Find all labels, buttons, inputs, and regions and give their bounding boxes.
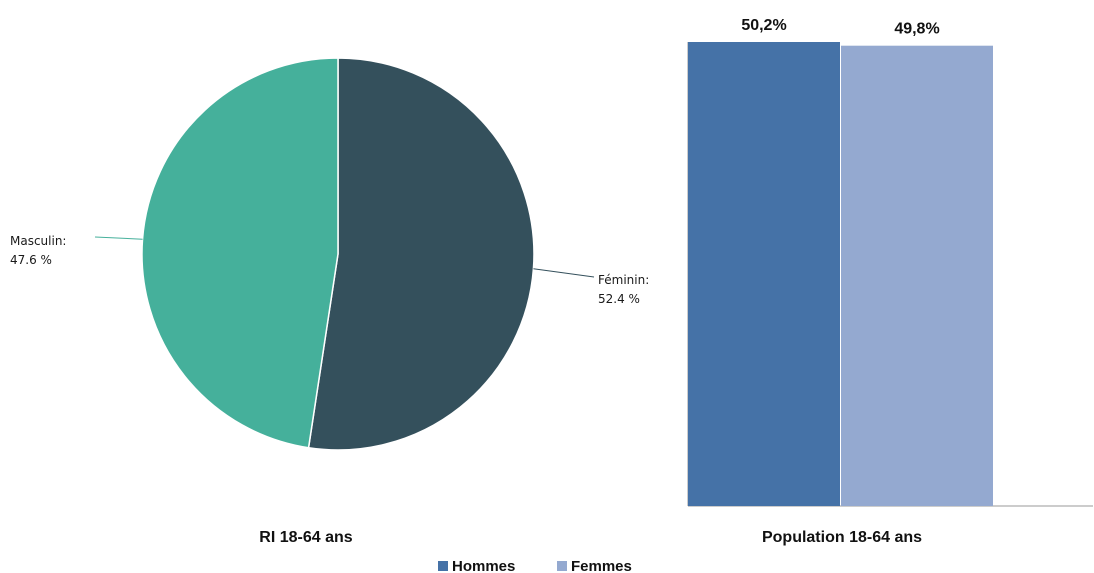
leader-line-feminin bbox=[533, 268, 595, 278]
leader-line-masculin bbox=[94, 236, 143, 240]
bar-hommes bbox=[688, 42, 840, 506]
slice-value-feminin: 52.4 % bbox=[598, 292, 640, 306]
pie-slice-masculin bbox=[141, 57, 339, 449]
legend-swatch-femmes bbox=[557, 561, 567, 571]
bar-value-label-hommes: 50,2% bbox=[741, 17, 786, 34]
legend-label-femmes: Femmes bbox=[571, 558, 632, 573]
slice-label-masculin: Masculin: bbox=[10, 234, 66, 248]
pie-slice-feminin bbox=[307, 57, 535, 451]
bar-chart-title: Population 18-64 ans bbox=[762, 529, 922, 546]
bar-femmes bbox=[841, 45, 993, 506]
slice-value-masculin: 47.6 % bbox=[10, 253, 52, 267]
bar-value-label-femmes: 49,8% bbox=[894, 21, 939, 38]
pie-chart: Féminin: 52.4 % Masculin: 47.6 % RI 18-6… bbox=[10, 57, 649, 546]
legend-label-hommes: Hommes bbox=[452, 558, 515, 573]
legend: Hommes Femmes bbox=[438, 558, 632, 573]
bar-chart: 50,2% 49,8% Population 18-64 ans bbox=[687, 17, 1093, 546]
pie-chart-title: RI 18-64 ans bbox=[259, 529, 352, 546]
slice-label-feminin: Féminin: bbox=[598, 273, 649, 287]
legend-swatch-hommes bbox=[438, 561, 448, 571]
